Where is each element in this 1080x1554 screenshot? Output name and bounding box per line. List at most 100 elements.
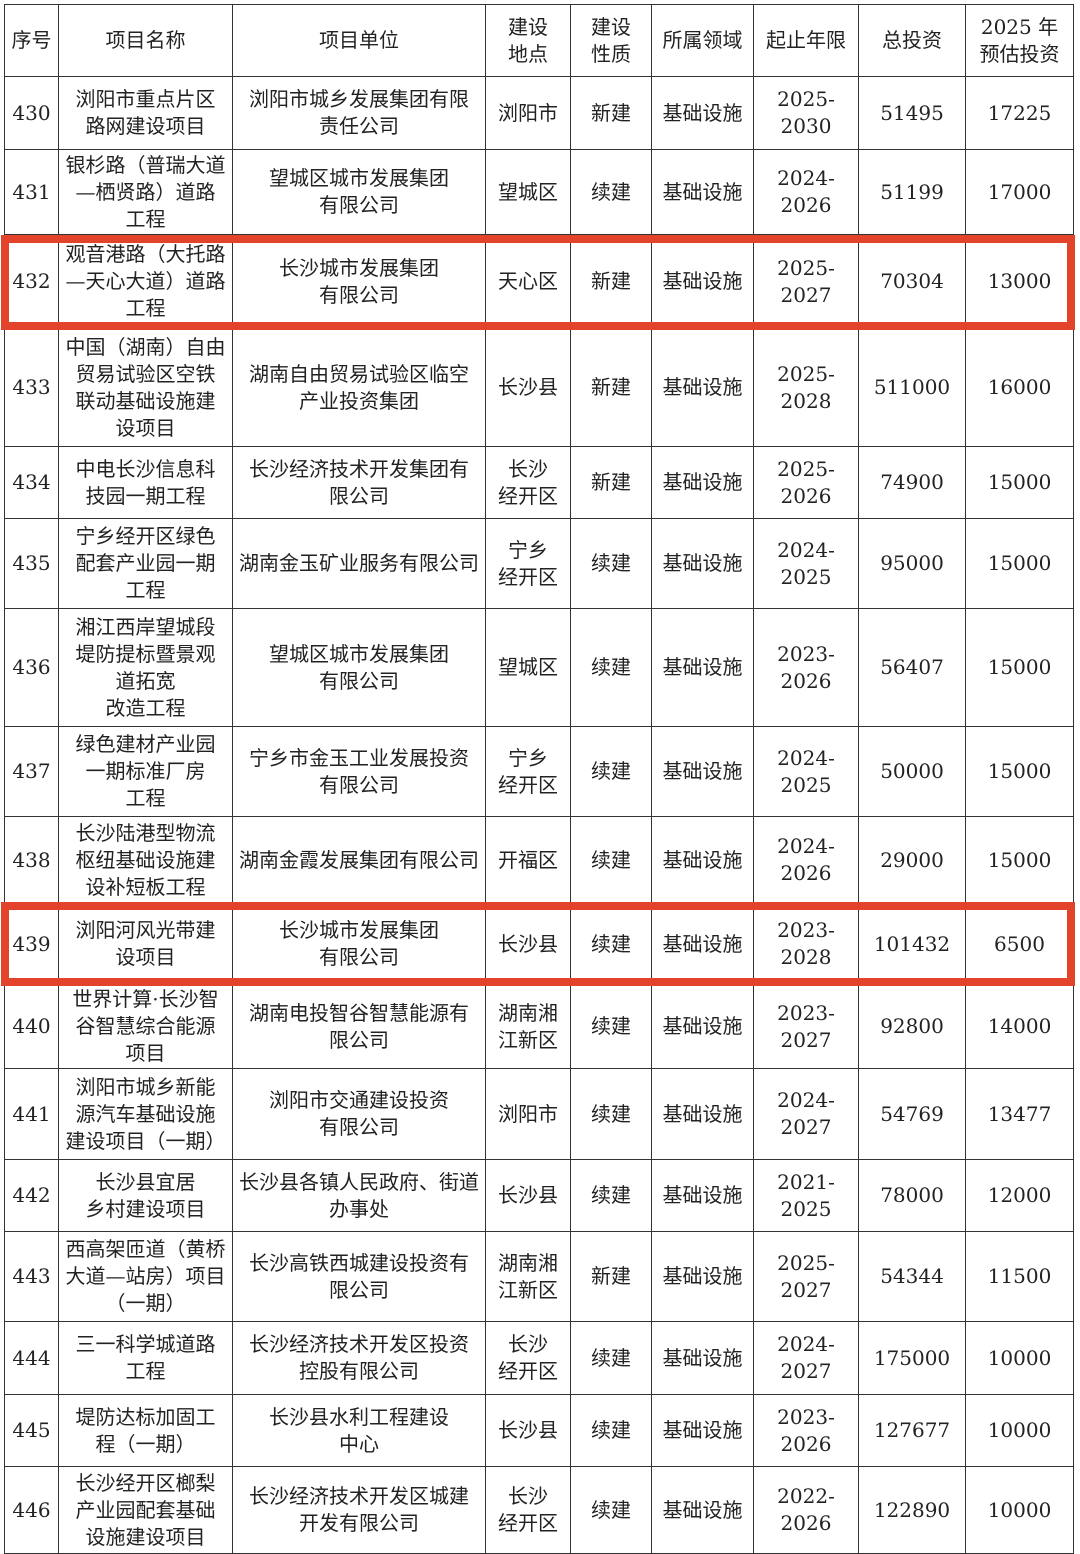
cell-total-investment: 56407 bbox=[858, 608, 966, 727]
cell-nature: 续建 bbox=[570, 1159, 652, 1232]
cell-total-investment: 51199 bbox=[858, 149, 966, 235]
cell-domain: 基础设施 bbox=[651, 726, 754, 817]
cell-project-name: 长沙县宜居 乡村建设项目 bbox=[58, 1159, 233, 1232]
header-col-nature: 建设 性质 bbox=[570, 4, 652, 77]
cell-period: 2023-2027 bbox=[753, 984, 859, 1069]
cell-period: 2024-2025 bbox=[753, 518, 859, 609]
cell-location: 长沙 经开区 bbox=[485, 446, 571, 519]
cell-nature: 续建 bbox=[570, 1394, 652, 1467]
cell-domain: 基础设施 bbox=[651, 1159, 754, 1232]
cell-unit: 湖南自由贸易试验区临空 产业投资集团 bbox=[232, 328, 486, 447]
cell-unit: 湖南金霞发展集团有限公司 bbox=[232, 816, 486, 904]
cell-2025-investment: 13000 bbox=[965, 234, 1074, 329]
table-row: 434 中电长沙信息科 技园一期工程 长沙经济技术开发集团有 限公司 长沙 经开区 新建… bbox=[4, 446, 1074, 519]
table-row: 443 西高架匝道（黄桥 大道—站房）项目 （一期） 长沙高铁西城建设投资有 限公司… bbox=[4, 1231, 1074, 1322]
cell-2025-investment: 15000 bbox=[965, 518, 1074, 609]
cell-location: 湖南湘 江新区 bbox=[485, 1231, 571, 1322]
cell-project-name: 世界计算·长沙智 谷智慧综合能源 项目 bbox=[58, 984, 233, 1069]
cell-total-investment: 54344 bbox=[858, 1231, 966, 1322]
cell-project-name: 三一科学城道路 工程 bbox=[58, 1321, 233, 1395]
cell-domain: 基础设施 bbox=[651, 1394, 754, 1467]
table-row: 436 湘江西岸望城段 堤防提标暨景观 道拓宽 改造工程 望城区城市发展集团 有限公… bbox=[4, 608, 1074, 727]
cell-period: 2025-2027 bbox=[753, 1231, 859, 1322]
cell-unit: 望城区城市发展集团 有限公司 bbox=[232, 608, 486, 727]
cell-period: 2025-2028 bbox=[753, 328, 859, 447]
cell-index: 442 bbox=[4, 1159, 59, 1232]
cell-period: 2021-2025 bbox=[753, 1159, 859, 1232]
cell-2025-investment: 12000 bbox=[965, 1159, 1074, 1232]
cell-domain: 基础设施 bbox=[651, 446, 754, 519]
cell-nature: 续建 bbox=[570, 1321, 652, 1395]
cell-2025-investment: 10000 bbox=[965, 1321, 1074, 1395]
cell-unit: 望城区城市发展集团 有限公司 bbox=[232, 149, 486, 235]
cell-index: 443 bbox=[4, 1231, 59, 1322]
project-table: 序号 项目名称 项目单位 建设 地点 建设 性质 所属领域 起止年限 总投资 2025 年 预估… bbox=[4, 4, 1074, 1554]
cell-index: 436 bbox=[4, 608, 59, 727]
cell-2025-investment: 17225 bbox=[965, 76, 1074, 150]
cell-index: 434 bbox=[4, 446, 59, 519]
cell-domain: 基础设施 bbox=[651, 984, 754, 1069]
cell-total-investment: 74900 bbox=[858, 446, 966, 519]
cell-total-investment: 70304 bbox=[858, 234, 966, 329]
cell-2025-investment: 13477 bbox=[965, 1068, 1074, 1160]
table-row: 438 长沙陆港型物流 枢纽基础设施建 设补短板工程 湖南金霞发展集团有限公司 开福区… bbox=[4, 816, 1074, 904]
cell-domain: 基础设施 bbox=[651, 1321, 754, 1395]
cell-2025-investment: 15000 bbox=[965, 446, 1074, 519]
cell-index: 431 bbox=[4, 149, 59, 235]
cell-total-investment: 29000 bbox=[858, 816, 966, 904]
cell-nature: 新建 bbox=[570, 76, 652, 150]
cell-unit: 长沙经济技术开发集团有 限公司 bbox=[232, 446, 486, 519]
cell-period: 2024-2027 bbox=[753, 1321, 859, 1395]
cell-total-investment: 78000 bbox=[858, 1159, 966, 1232]
cell-2025-investment: 6500 bbox=[965, 903, 1074, 985]
cell-project-name: 堤防达标加固工 程（一期） bbox=[58, 1394, 233, 1467]
cell-2025-investment: 10000 bbox=[965, 1466, 1074, 1554]
cell-location: 湖南湘 江新区 bbox=[485, 984, 571, 1069]
cell-project-name: 浏阳市城乡新能 源汽车基础设施 建设项目（一期） bbox=[58, 1068, 233, 1160]
cell-total-investment: 54769 bbox=[858, 1068, 966, 1160]
cell-period: 2024-2026 bbox=[753, 149, 859, 235]
cell-index: 432 bbox=[4, 234, 59, 329]
cell-location: 望城区 bbox=[485, 149, 571, 235]
cell-project-name: 长沙经开区榔梨 产业园配套基础 设施建设项目 bbox=[58, 1466, 233, 1554]
cell-period: 2025-2030 bbox=[753, 76, 859, 150]
cell-2025-investment: 16000 bbox=[965, 328, 1074, 447]
cell-unit: 长沙高铁西城建设投资有 限公司 bbox=[232, 1231, 486, 1322]
cell-index: 430 bbox=[4, 76, 59, 150]
cell-project-name: 银杉路（普瑞大道 —栖贤路）道路 工程 bbox=[58, 149, 233, 235]
cell-2025-investment: 14000 bbox=[965, 984, 1074, 1069]
cell-period: 2024-2027 bbox=[753, 1068, 859, 1160]
cell-nature: 新建 bbox=[570, 328, 652, 447]
cell-project-name: 宁乡经开区绿色 配套产业园一期 工程 bbox=[58, 518, 233, 609]
cell-unit: 长沙城市发展集团 有限公司 bbox=[232, 234, 486, 329]
cell-project-name: 湘江西岸望城段 堤防提标暨景观 道拓宽 改造工程 bbox=[58, 608, 233, 727]
cell-nature: 新建 bbox=[570, 234, 652, 329]
table-row: 446 长沙经开区榔梨 产业园配套基础 设施建设项目 长沙经济技术开发区城建 开发有… bbox=[4, 1466, 1074, 1554]
cell-project-name: 绿色建材产业园 一期标准厂房 工程 bbox=[58, 726, 233, 817]
cell-index: 440 bbox=[4, 984, 59, 1069]
cell-domain: 基础设施 bbox=[651, 1466, 754, 1554]
cell-total-investment: 511000 bbox=[858, 328, 966, 447]
cell-domain: 基础设施 bbox=[651, 234, 754, 329]
cell-project-name: 浏阳河风光带建 设项目 bbox=[58, 903, 233, 985]
cell-location: 望城区 bbox=[485, 608, 571, 727]
cell-location: 浏阳市 bbox=[485, 76, 571, 150]
cell-domain: 基础设施 bbox=[651, 1068, 754, 1160]
cell-total-investment: 95000 bbox=[858, 518, 966, 609]
cell-period: 2024-2026 bbox=[753, 816, 859, 904]
cell-location: 天心区 bbox=[485, 234, 571, 329]
cell-nature: 新建 bbox=[570, 1231, 652, 1322]
cell-location: 长沙县 bbox=[485, 1159, 571, 1232]
cell-location: 长沙 经开区 bbox=[485, 1321, 571, 1395]
table-row: 439 浏阳河风光带建 设项目 长沙城市发展集团 有限公司 长沙县 续建 基础设施 2023… bbox=[4, 903, 1074, 985]
cell-period: 2023-2028 bbox=[753, 903, 859, 985]
cell-period: 2023-2026 bbox=[753, 1394, 859, 1467]
cell-total-investment: 50000 bbox=[858, 726, 966, 817]
cell-index: 439 bbox=[4, 903, 59, 985]
cell-location: 长沙 经开区 bbox=[485, 1466, 571, 1554]
cell-unit: 长沙经济技术开发区城建 开发有限公司 bbox=[232, 1466, 486, 1554]
cell-domain: 基础设施 bbox=[651, 328, 754, 447]
cell-nature: 续建 bbox=[570, 1068, 652, 1160]
cell-domain: 基础设施 bbox=[651, 518, 754, 609]
table-row: 442 长沙县宜居 乡村建设项目 长沙县各镇人民政府、街道 办事处 长沙县 续建 基础设施… bbox=[4, 1159, 1074, 1232]
